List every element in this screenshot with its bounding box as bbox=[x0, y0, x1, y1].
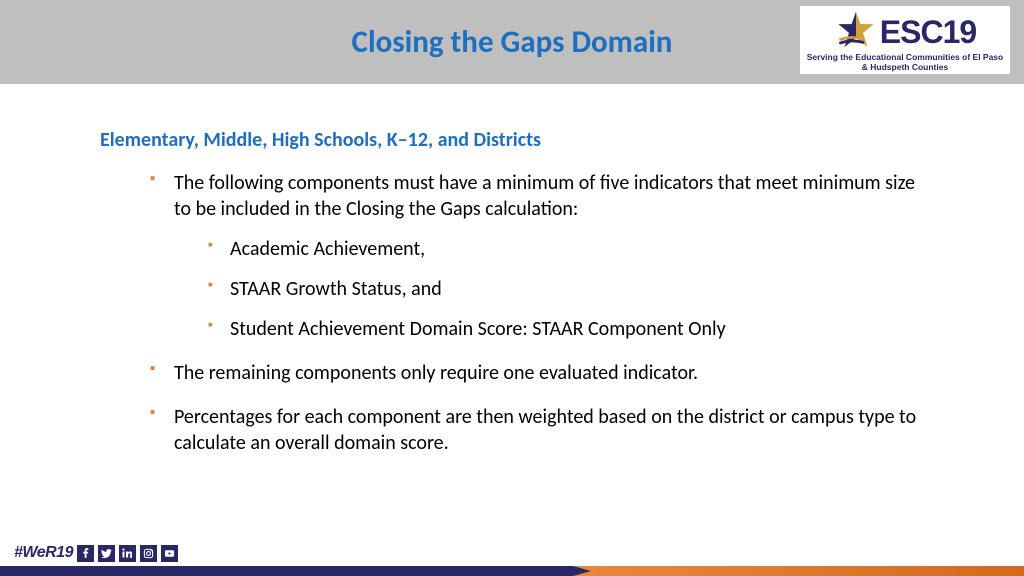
logo-text: ESC19 bbox=[880, 14, 976, 51]
linkedin-icon bbox=[119, 545, 136, 562]
youtube-icon bbox=[161, 545, 178, 562]
content-subtitle: Elementary, Middle, High Schools, K–12, … bbox=[100, 128, 934, 152]
sub-bullet-list: Academic Achievement, STAAR Growth Statu… bbox=[174, 236, 934, 342]
bullet-text: STAAR Growth Status, and bbox=[230, 277, 442, 301]
bullet-text: Academic Achievement, bbox=[230, 237, 425, 261]
content-area: Elementary, Middle, High Schools, K–12, … bbox=[0, 84, 1024, 456]
list-item: STAAR Growth Status, and bbox=[208, 276, 934, 302]
logo: ESC19 Serving the Educational Communitie… bbox=[800, 6, 1010, 74]
list-item: Academic Achievement, bbox=[208, 236, 934, 262]
list-item: Student Achievement Domain Score: STAAR … bbox=[208, 316, 934, 342]
bullet-text: Percentages for each component are then … bbox=[174, 405, 916, 455]
hashtag-text: #WeR19 bbox=[14, 544, 73, 562]
twitter-icon bbox=[98, 545, 115, 562]
list-item: The following components must have a min… bbox=[150, 170, 934, 342]
footer: #WeR19 bbox=[0, 566, 1024, 576]
bullet-list: The following components must have a min… bbox=[100, 170, 934, 456]
bullet-text: Student Achievement Domain Score: STAAR … bbox=[230, 317, 726, 341]
hashtag-row: #WeR19 bbox=[14, 544, 178, 562]
bullet-text: The following components must have a min… bbox=[174, 171, 915, 221]
list-item: Percentages for each component are then … bbox=[150, 404, 934, 456]
header-bar: Closing the Gaps Domain ESC19 Serving th… bbox=[0, 0, 1024, 84]
star-icon bbox=[834, 10, 878, 54]
facebook-icon bbox=[77, 545, 94, 562]
list-item: The remaining components only require on… bbox=[150, 360, 934, 386]
bullet-text: The remaining components only require on… bbox=[174, 361, 698, 385]
logo-tagline: Serving the Educational Communities of E… bbox=[806, 52, 1004, 72]
instagram-icon bbox=[140, 545, 157, 562]
footer-accent-bar bbox=[0, 566, 1024, 576]
slide-title: Closing the Gaps Domain bbox=[352, 23, 673, 61]
